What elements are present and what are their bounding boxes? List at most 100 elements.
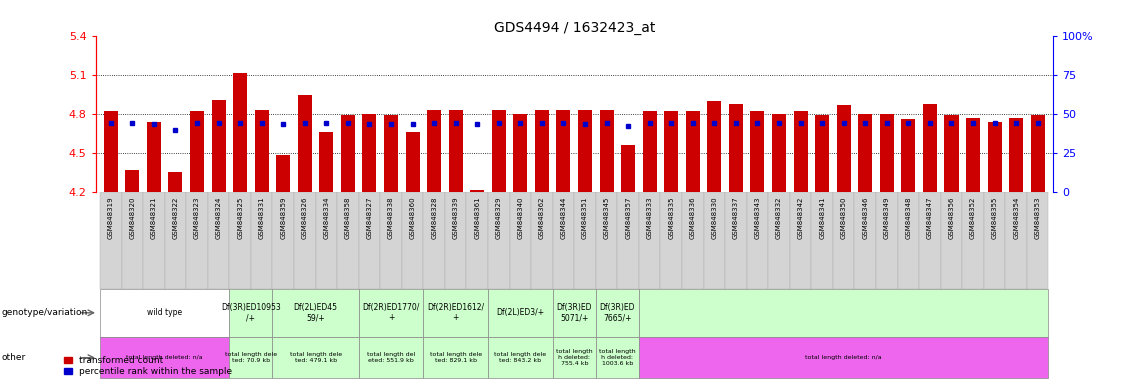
Bar (320, 132, 333, 192)
Bar (988, 122, 1002, 192)
Bar (553, 288, 596, 337)
Bar (466, 192, 488, 288)
Text: GSM848336: GSM848336 (690, 197, 696, 239)
Bar (751, 111, 765, 192)
Text: GSM848341: GSM848341 (819, 197, 825, 239)
Bar (230, 337, 272, 378)
Bar (402, 192, 423, 288)
Bar (359, 337, 423, 378)
Legend: transformed count, percentile rank within the sample: transformed count, percentile rank withi… (61, 353, 235, 379)
Bar (772, 114, 786, 192)
Bar (448, 110, 463, 192)
Bar (923, 104, 937, 192)
Bar (384, 115, 397, 192)
Bar (725, 192, 747, 288)
Bar (359, 288, 423, 337)
Text: GSM848351: GSM848351 (582, 197, 588, 239)
Text: GSM848337: GSM848337 (733, 197, 739, 239)
Text: total length deleted: n/a: total length deleted: n/a (805, 355, 882, 360)
Text: GSM848349: GSM848349 (884, 197, 890, 239)
Text: Df(3R)ED10953
/+: Df(3R)ED10953 /+ (221, 303, 280, 323)
Bar (186, 192, 208, 288)
Bar (233, 73, 247, 192)
Text: GSM848338: GSM848338 (388, 197, 394, 239)
Bar (423, 192, 445, 288)
Bar (638, 288, 1048, 337)
Bar (596, 192, 617, 288)
Text: GSM848360: GSM848360 (410, 197, 415, 239)
Bar (230, 192, 251, 288)
Text: other: other (1, 353, 26, 362)
Text: GSM848356: GSM848356 (948, 197, 955, 239)
Bar (294, 192, 315, 288)
Bar (297, 94, 312, 192)
Text: total length dele
ted: 70.9 kb: total length dele ted: 70.9 kb (225, 352, 277, 363)
Text: GSM848358: GSM848358 (345, 197, 351, 239)
Bar (794, 111, 807, 192)
Text: GSM848359: GSM848359 (280, 197, 286, 239)
Text: GSM848357: GSM848357 (625, 197, 632, 239)
Text: GSM848361: GSM848361 (474, 197, 481, 239)
Bar (164, 192, 186, 288)
Bar (919, 192, 940, 288)
Text: GSM848342: GSM848342 (797, 197, 804, 239)
Bar (445, 192, 466, 288)
Bar (643, 111, 656, 192)
Text: total length deleted: n/a: total length deleted: n/a (126, 355, 203, 360)
Text: Df(2R)ED1612/
+: Df(2R)ED1612/ + (427, 303, 484, 323)
Text: GSM848339: GSM848339 (453, 197, 458, 239)
Bar (617, 192, 638, 288)
Bar (125, 170, 140, 192)
Bar (254, 110, 269, 192)
Bar (858, 114, 873, 192)
Text: GSM848347: GSM848347 (927, 197, 933, 239)
Text: Df(2R)ED1770/
+: Df(2R)ED1770/ + (363, 303, 420, 323)
Bar (341, 115, 355, 192)
Bar (704, 192, 725, 288)
Bar (423, 288, 488, 337)
Bar (100, 288, 230, 337)
Text: total length dele
ted: 829.1 kb: total length dele ted: 829.1 kb (430, 352, 482, 363)
Bar (984, 192, 1006, 288)
Text: GSM848354: GSM848354 (1013, 197, 1019, 239)
Text: genotype/variation: genotype/variation (1, 308, 88, 317)
Text: GSM848355: GSM848355 (992, 197, 998, 239)
Text: GSM848333: GSM848333 (646, 197, 653, 239)
Bar (208, 192, 230, 288)
Bar (966, 118, 980, 192)
Text: GSM848340: GSM848340 (517, 197, 524, 239)
Bar (1027, 192, 1048, 288)
Text: GSM848334: GSM848334 (323, 197, 330, 239)
Bar (104, 111, 118, 192)
Text: GSM848322: GSM848322 (172, 197, 178, 239)
Bar (272, 337, 359, 378)
Text: GSM848343: GSM848343 (754, 197, 760, 239)
Bar (513, 114, 527, 192)
Bar (812, 192, 833, 288)
Text: Df(2L)ED3/+: Df(2L)ED3/+ (497, 308, 545, 317)
Text: GSM848324: GSM848324 (215, 197, 222, 239)
Text: GSM848327: GSM848327 (366, 197, 373, 239)
Bar (556, 110, 571, 192)
Bar (405, 132, 420, 192)
Text: GSM848319: GSM848319 (108, 197, 114, 239)
Text: GSM848320: GSM848320 (129, 197, 135, 239)
Bar (553, 337, 596, 378)
Bar (190, 111, 204, 192)
Bar (902, 119, 915, 192)
Bar (661, 192, 682, 288)
Text: GSM848330: GSM848330 (712, 197, 717, 239)
Text: GSM848335: GSM848335 (668, 197, 674, 239)
Bar (535, 110, 549, 192)
Bar (122, 192, 143, 288)
Bar (100, 192, 122, 288)
Bar (664, 111, 678, 192)
Bar (363, 114, 376, 192)
Bar (488, 337, 553, 378)
Text: GSM848353: GSM848353 (1035, 197, 1040, 239)
Bar (100, 337, 230, 378)
Bar (381, 192, 402, 288)
Text: GSM848328: GSM848328 (431, 197, 437, 239)
Bar (1006, 192, 1027, 288)
Bar (815, 115, 829, 192)
